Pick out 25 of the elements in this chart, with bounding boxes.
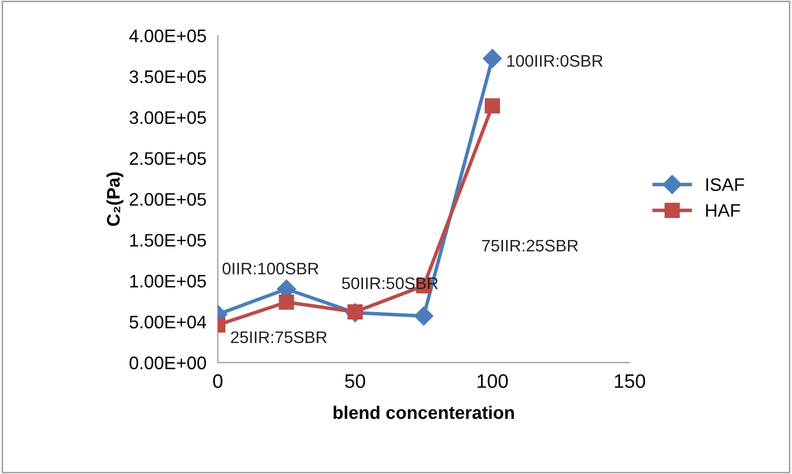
x-tick-label: 100 <box>478 374 508 388</box>
annotation: 75IIR:25SBR <box>482 240 578 252</box>
y-tick-label: 1.50E+05 <box>130 234 206 247</box>
point <box>482 48 502 68</box>
y-tick-label: 2.50E+05 <box>130 152 206 165</box>
y-tick-label: 3.00E+05 <box>130 111 206 124</box>
y-tick-label: 1.00E+05 <box>130 274 206 288</box>
point <box>414 306 434 326</box>
legend-label: ISAF <box>706 178 744 191</box>
legend-label: HAF <box>706 204 740 217</box>
y-tick-label: 4.00E+05 <box>129 29 206 42</box>
x-tick-label: 50 <box>345 374 366 388</box>
point <box>278 294 294 310</box>
annotation: 25IIR:75SBR <box>230 331 327 344</box>
annotation: 0IIR:100SBR <box>222 262 318 274</box>
x-tick-label: 150 <box>614 374 646 388</box>
y-tick-label: 0.00E+00 <box>130 356 206 370</box>
y-tick-label: 2.00E+05 <box>130 193 206 206</box>
annotation: 100IIR:0SBR <box>507 54 603 67</box>
x-tick-label: 0 <box>213 374 222 388</box>
y-tick-label: 5.00E+04 <box>130 316 206 328</box>
point <box>484 98 500 114</box>
y-tick-label: 3.50E+05 <box>130 70 206 84</box>
x-axis-title: blend concenteration <box>334 406 514 419</box>
y-axis-title: C₂(Pa) <box>106 172 124 226</box>
